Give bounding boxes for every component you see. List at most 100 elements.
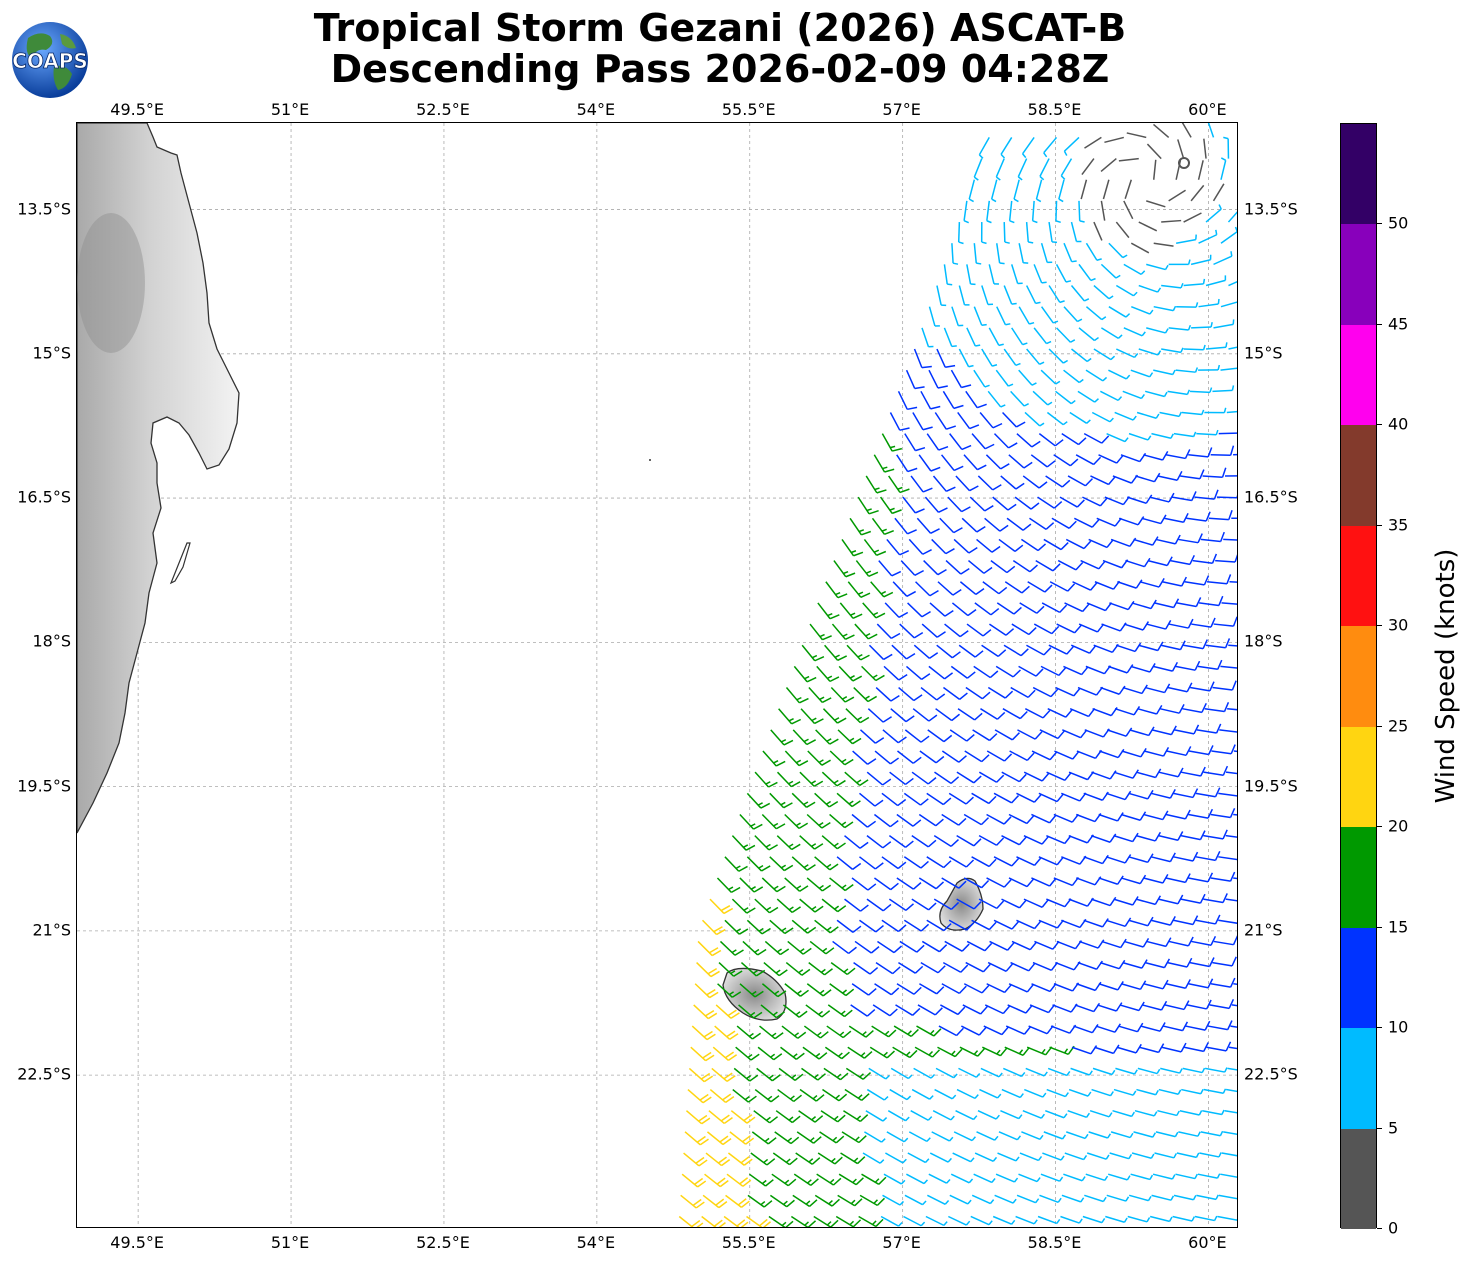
wind-barb bbox=[1144, 390, 1168, 398]
wind-barb bbox=[854, 623, 878, 640]
wind-barb bbox=[1112, 1109, 1135, 1118]
wind-barb bbox=[920, 961, 946, 974]
wind-barb bbox=[1104, 136, 1125, 144]
wind-barb bbox=[1120, 452, 1147, 463]
wind-barb bbox=[980, 708, 1006, 720]
madagascar-inlet bbox=[169, 542, 191, 585]
wind-barb bbox=[948, 1215, 971, 1226]
wind-barb bbox=[1145, 683, 1171, 694]
wind-barb bbox=[1183, 639, 1208, 650]
colorbar-tick-mark bbox=[1377, 424, 1382, 426]
wind-barb bbox=[1083, 918, 1109, 928]
wind-barb bbox=[806, 983, 832, 997]
wind-barb bbox=[961, 517, 986, 533]
wind-barb bbox=[1102, 559, 1129, 569]
wind-barb bbox=[1181, 123, 1192, 138]
wind-barb bbox=[1199, 1152, 1222, 1158]
wind-barb bbox=[871, 517, 894, 536]
wind-barb bbox=[914, 1046, 941, 1058]
lat-tick-label: 15°S bbox=[32, 343, 71, 363]
wind-barb bbox=[1188, 808, 1214, 819]
wind-barb bbox=[1220, 157, 1227, 180]
wind-barb bbox=[1063, 665, 1089, 676]
wind-barb bbox=[911, 771, 937, 785]
wind-barb bbox=[1083, 854, 1109, 865]
wind-barb bbox=[1079, 939, 1105, 949]
wind-barb bbox=[1070, 285, 1090, 302]
wind-barb bbox=[793, 665, 817, 683]
wind-barb bbox=[1113, 832, 1139, 843]
wind-barb bbox=[1001, 898, 1027, 909]
wind-barb bbox=[1060, 158, 1073, 180]
wind-barb bbox=[1038, 919, 1065, 929]
wind-barb bbox=[1108, 306, 1131, 318]
wind-barb bbox=[923, 560, 947, 576]
wind-barb bbox=[827, 1004, 853, 1018]
wind-barb bbox=[1198, 595, 1224, 607]
wind-barb bbox=[1204, 407, 1227, 414]
wind-barb bbox=[879, 496, 902, 515]
wind-barb bbox=[1152, 1173, 1176, 1180]
wind-barb bbox=[1100, 158, 1117, 173]
wind-barb bbox=[792, 729, 817, 746]
wind-barb bbox=[751, 1131, 777, 1145]
wind-barb bbox=[837, 1194, 863, 1207]
wind-barb bbox=[852, 750, 877, 765]
wind-barb bbox=[716, 877, 741, 894]
wind-barb bbox=[873, 877, 899, 891]
wind-barb bbox=[929, 602, 954, 617]
wind-barb bbox=[724, 919, 749, 935]
wind-barb bbox=[1048, 221, 1058, 244]
wind-barb bbox=[903, 919, 930, 932]
wind-barb bbox=[1061, 1194, 1085, 1203]
wind-barb bbox=[995, 369, 1014, 387]
wind-barb bbox=[1002, 708, 1028, 720]
wind-barb bbox=[829, 983, 855, 997]
wind-barb bbox=[1040, 665, 1067, 677]
wind-barb bbox=[702, 1194, 728, 1209]
colorbar-tick-label: 10 bbox=[1388, 1017, 1409, 1037]
wind-barb bbox=[1113, 769, 1139, 779]
wind-barb bbox=[769, 792, 793, 809]
wind-barb bbox=[986, 877, 1012, 888]
wind-barb bbox=[1115, 1067, 1138, 1075]
wind-barb bbox=[1176, 302, 1199, 308]
wind-barb bbox=[895, 1004, 921, 1016]
wind-barb bbox=[1152, 661, 1179, 672]
wind-barb bbox=[1093, 221, 1103, 241]
wind-barb bbox=[1143, 810, 1169, 821]
wind-barb bbox=[1046, 1088, 1069, 1098]
wind-barb bbox=[949, 729, 975, 742]
wind-barb bbox=[1136, 411, 1160, 419]
wind-barb bbox=[911, 898, 937, 911]
wind-barb bbox=[1037, 1215, 1061, 1225]
wind-barb bbox=[1158, 767, 1184, 778]
wind-barb bbox=[1068, 1088, 1092, 1097]
wind-barb bbox=[1173, 1194, 1197, 1201]
wind-barb bbox=[948, 856, 975, 868]
wind-barb bbox=[1123, 621, 1150, 631]
wind-barb bbox=[1137, 705, 1163, 715]
wind-barb bbox=[1040, 306, 1059, 324]
wind-barb bbox=[763, 962, 788, 977]
wind-barb bbox=[1188, 978, 1214, 989]
wind-barb bbox=[1226, 410, 1237, 414]
wind-barb bbox=[1134, 1109, 1158, 1117]
wind-barb bbox=[1158, 831, 1184, 841]
wind-barb bbox=[928, 1173, 951, 1184]
wind-barb bbox=[887, 1110, 910, 1122]
wind-barb bbox=[1048, 348, 1069, 364]
wind-barb bbox=[1166, 746, 1192, 757]
wind-barb bbox=[701, 1215, 726, 1227]
wind-barb bbox=[1031, 200, 1038, 224]
wind-barb bbox=[956, 771, 982, 784]
wind-barb bbox=[1052, 1003, 1078, 1013]
madagascar-highlands bbox=[77, 213, 145, 353]
wind-barb bbox=[993, 856, 1020, 867]
wind-barb bbox=[1161, 1042, 1187, 1053]
wind-barb bbox=[1040, 369, 1061, 385]
wind-barb bbox=[1099, 748, 1125, 759]
wind-barb bbox=[1090, 833, 1117, 843]
wind-barb bbox=[859, 1194, 885, 1207]
wind-barb bbox=[1114, 411, 1137, 421]
